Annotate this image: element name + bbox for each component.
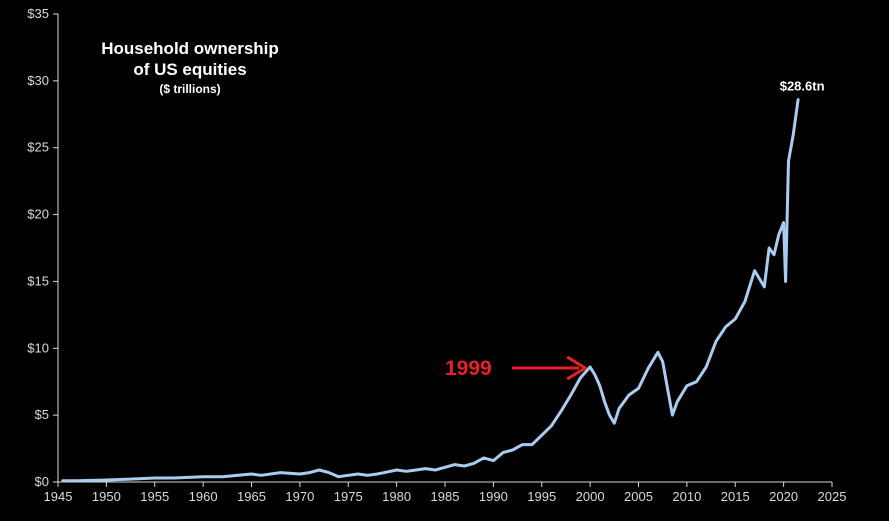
x-tick-label: 2020 <box>769 489 798 504</box>
y-tick-label: $20 <box>27 207 49 222</box>
x-axis: 1945 1950 1955 1960 1965 1970 1975 1980 1985 1990… <box>44 481 847 504</box>
y-tick-label: $10 <box>27 340 49 355</box>
x-tick-label: 1995 <box>527 489 556 504</box>
chart-title-block: Household ownership of US equities ($ tr… <box>95 38 285 97</box>
y-tick-label: $30 <box>27 73 49 88</box>
x-tick-label: 1990 <box>479 489 508 504</box>
year-1999-annotation-label: 1999 <box>445 357 492 380</box>
x-tick-label: 1960 <box>189 489 218 504</box>
chart-title-line-1: Household ownership <box>101 39 279 58</box>
x-tick-label: 2015 <box>721 489 750 504</box>
x-tick-label: 1970 <box>285 489 314 504</box>
chart-title-line-2: of US equities <box>133 60 247 79</box>
chart-subtitle: ($ trillions) <box>159 82 221 96</box>
y-tick-label: $5 <box>35 407 49 422</box>
x-tick-label: 1965 <box>237 489 266 504</box>
x-tick-label: 1980 <box>382 489 411 504</box>
series-line <box>61 98 800 483</box>
annotation-layer: $28.6tn 1999 <box>445 79 825 381</box>
y-tick-label: $25 <box>27 140 49 155</box>
x-tick-label: 1975 <box>334 489 363 504</box>
peak-value-label: $28.6tn <box>780 79 825 94</box>
y-tick-label: $35 <box>27 6 49 21</box>
x-tick-label: 2000 <box>576 489 605 504</box>
x-tick-label: 1945 <box>44 489 73 504</box>
x-tick-label: 2005 <box>624 489 653 504</box>
x-tick-label: 1985 <box>431 489 460 504</box>
y-tick-label: $0 <box>35 474 49 489</box>
x-tick-label: 2010 <box>672 489 701 504</box>
y-axis: $0 $5 $10 $15 $20 $25 $30 $35 <box>27 6 59 489</box>
series-layer <box>61 98 800 483</box>
x-tick-label: 2025 <box>818 489 847 504</box>
x-tick-label: 1955 <box>140 489 169 504</box>
x-tick-label: 1950 <box>92 489 121 504</box>
y-tick-label: $15 <box>27 273 49 288</box>
annotation-arrow-head <box>566 355 589 381</box>
